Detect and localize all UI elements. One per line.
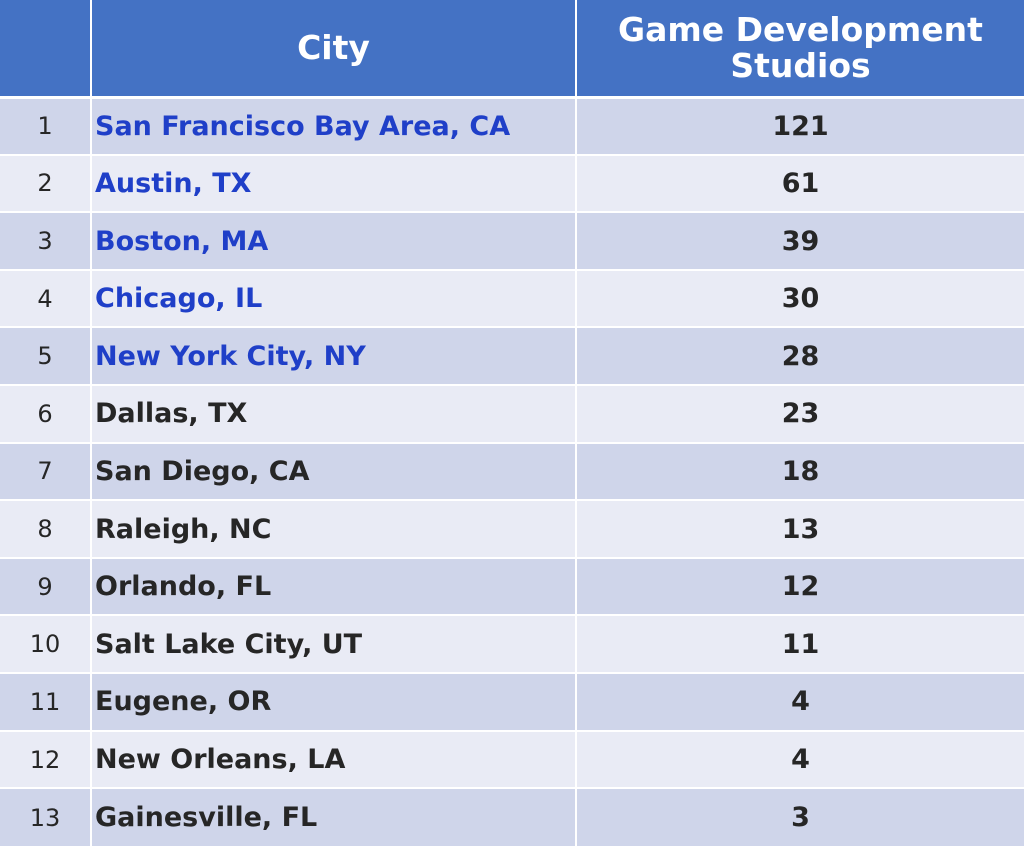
table-row: 8 Raleigh, NC 13 xyxy=(0,499,1024,558)
rank-cell: 2 xyxy=(0,153,92,213)
city-cell: Chicago, IL xyxy=(91,268,577,328)
table-row: 13 Gainesville, FL 3 xyxy=(0,787,1024,846)
studio-count-cell: 4 xyxy=(576,729,1024,789)
table-row: 6 Dallas, TX 23 xyxy=(0,384,1024,443)
rank-cell: 10 xyxy=(0,614,92,674)
rank-cell: 8 xyxy=(0,499,92,558)
city-cell: New York City, NY xyxy=(91,326,577,386)
studio-count-cell: 18 xyxy=(576,441,1024,501)
studio-count-cell: 61 xyxy=(576,153,1024,213)
city-header: City xyxy=(91,0,577,99)
rank-cell: 1 xyxy=(0,96,92,155)
table-row: 9 Orlando, FL 12 xyxy=(0,556,1024,616)
studio-count-cell: 30 xyxy=(576,268,1024,328)
rank-cell: 3 xyxy=(0,211,92,270)
city-cell: Eugene, OR xyxy=(91,672,577,731)
studio-count-cell: 39 xyxy=(576,211,1024,270)
table-row: 10 Salt Lake City, UT 11 xyxy=(0,614,1024,674)
city-cell: Salt Lake City, UT xyxy=(91,614,577,674)
studio-count-cell: 4 xyxy=(576,672,1024,731)
table-row: 3 Boston, MA 39 xyxy=(0,211,1024,270)
city-cell: Boston, MA xyxy=(91,211,577,270)
table-row: 4 Chicago, IL 30 xyxy=(0,268,1024,328)
table-row: 11 Eugene, OR 4 xyxy=(0,672,1024,731)
studio-count-cell: 3 xyxy=(576,787,1024,846)
table-header: City Game Development Studios xyxy=(0,0,1024,99)
rank-cell: 6 xyxy=(0,384,92,443)
city-cell: San Diego, CA xyxy=(91,441,577,501)
table-row: 7 San Diego, CA 18 xyxy=(0,441,1024,501)
table-row: 1 San Francisco Bay Area, CA 121 xyxy=(0,96,1024,155)
rank-cell: 9 xyxy=(0,556,92,616)
studio-count-cell: 23 xyxy=(576,384,1024,443)
rank-header xyxy=(0,0,92,99)
rank-cell: 5 xyxy=(0,326,92,386)
city-cell: San Francisco Bay Area, CA xyxy=(91,96,577,155)
header-row: City Game Development Studios xyxy=(0,0,1024,99)
studios-header-line1: Game Development xyxy=(618,9,983,49)
city-cell: Austin, TX xyxy=(91,153,577,213)
city-cell: Orlando, FL xyxy=(91,556,577,616)
studio-count-cell: 11 xyxy=(576,614,1024,674)
studios-header-line2: Studios xyxy=(730,45,871,85)
studio-count-cell: 13 xyxy=(576,499,1024,558)
studio-count-cell: 121 xyxy=(576,96,1024,155)
table-row: 5 New York City, NY 28 xyxy=(0,326,1024,386)
city-cell: New Orleans, LA xyxy=(91,729,577,789)
city-cell: Raleigh, NC xyxy=(91,499,577,558)
studio-count-cell: 12 xyxy=(576,556,1024,616)
table-row: 12 New Orleans, LA 4 xyxy=(0,729,1024,789)
rank-cell: 4 xyxy=(0,268,92,328)
rank-cell: 11 xyxy=(0,672,92,731)
city-cell: Gainesville, FL xyxy=(91,787,577,846)
table-row: 2 Austin, TX 61 xyxy=(0,153,1024,213)
studios-header: Game Development Studios xyxy=(576,0,1024,99)
table-body: 1 San Francisco Bay Area, CA 121 2 Austin, T… xyxy=(0,96,1024,846)
rank-cell: 12 xyxy=(0,729,92,789)
city-cell: Dallas, TX xyxy=(91,384,577,443)
rank-cell: 7 xyxy=(0,441,92,501)
studio-count-cell: 28 xyxy=(576,326,1024,386)
rank-cell: 13 xyxy=(0,787,92,846)
